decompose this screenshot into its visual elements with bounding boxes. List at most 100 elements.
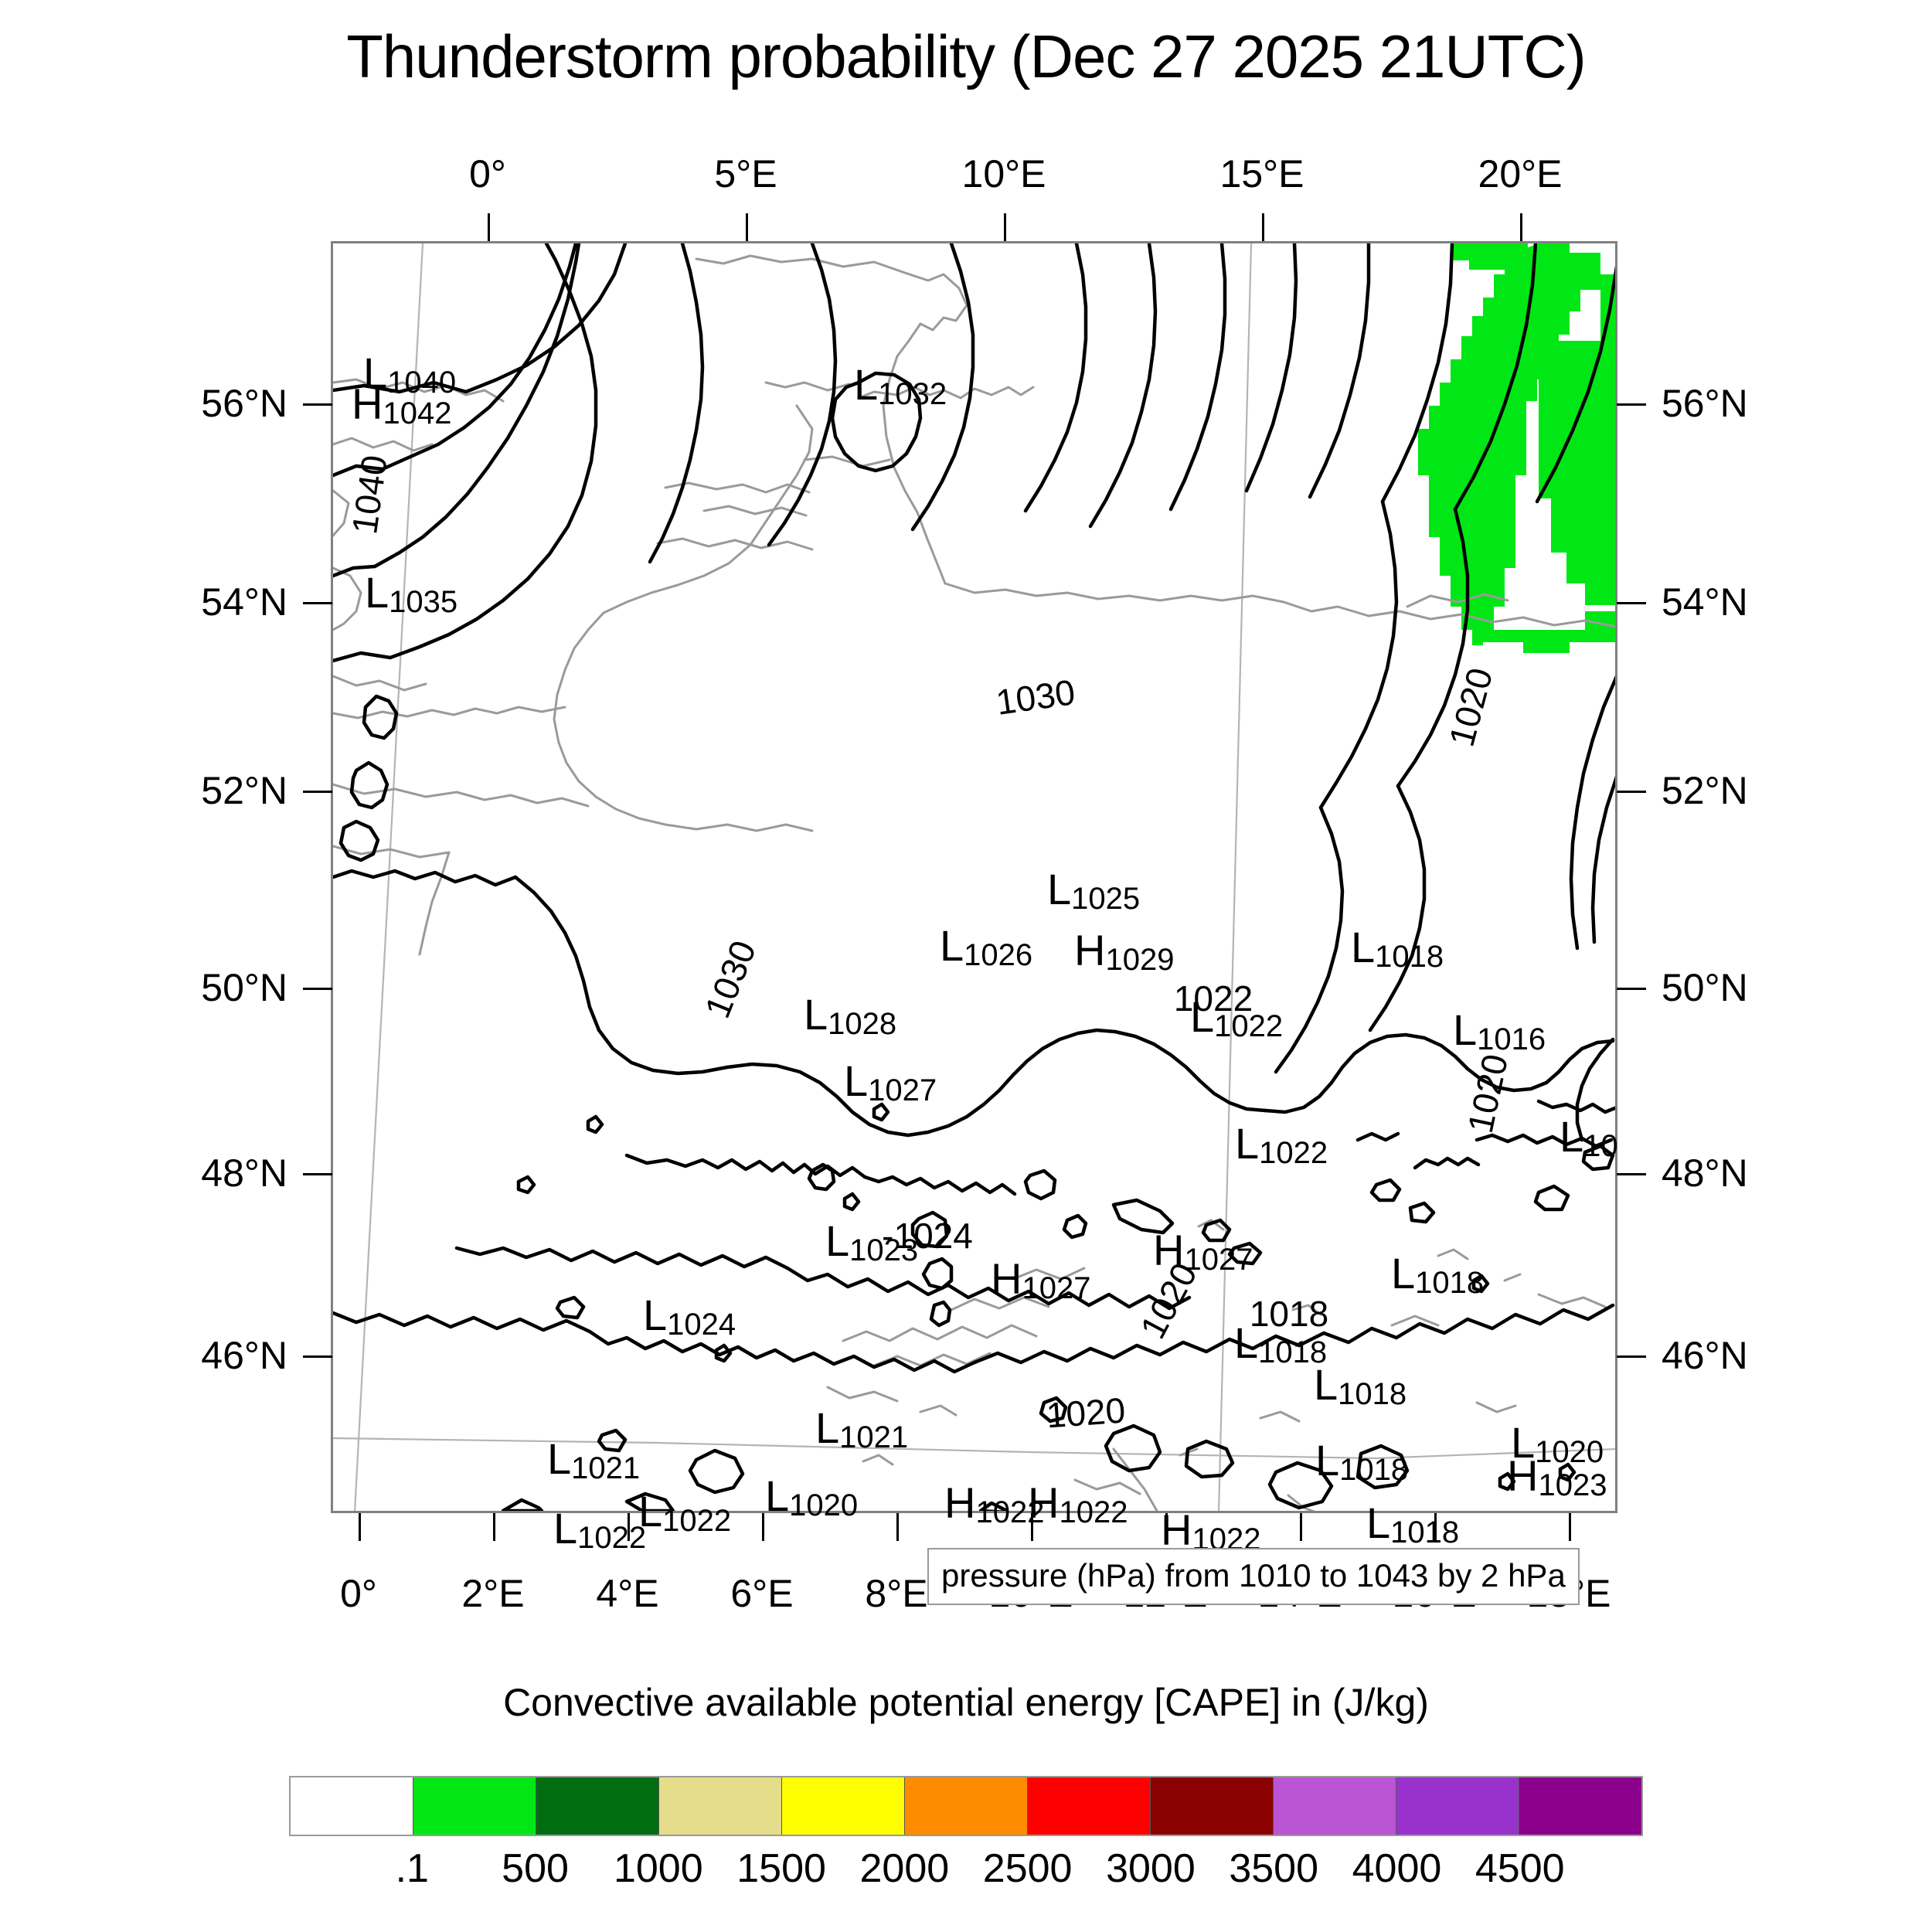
tick-top-1: [746, 213, 748, 241]
tick-bot-1: [493, 1513, 495, 1541]
tick-left-3: [303, 988, 332, 990]
pressure-marker-value: 1027: [868, 1073, 937, 1107]
pressure-marker-l-3: L1032: [854, 363, 947, 410]
pressure-marker-h-29: H1022: [1028, 1481, 1128, 1529]
colorbar-swatch-1[interactable]: [413, 1777, 536, 1835]
pressure-marker-type: L: [553, 1504, 578, 1553]
axis-label-top-4: 20°E: [1478, 152, 1563, 196]
pressure-marker-value: 1023: [1538, 1468, 1607, 1502]
pressure-marker-l-8: L1018: [1351, 926, 1444, 973]
pressure-marker-h-28: H1022: [944, 1481, 1044, 1529]
colorbar-swatch-0[interactable]: [291, 1777, 413, 1835]
tick-bot-6: [1165, 1513, 1168, 1541]
cape-colorbar[interactable]: [289, 1776, 1643, 1836]
pressure-marker-h-15: H1027: [1153, 1226, 1253, 1277]
pressure-legend-box: pressure (hPa) from 1010 to 1043 by 2 hP…: [927, 1548, 1580, 1605]
pressure-marker-l-14: L1023: [825, 1219, 918, 1267]
cape-colorbar-tick-labels: .1 500 1000 1500 2000 2500 3000 3500 4000 4500: [289, 1845, 1643, 1900]
pressure-marker-value: 1032: [878, 377, 947, 411]
pressure-marker-h-16: H1027: [991, 1257, 1090, 1304]
pressure-marker-l-18: L1024: [643, 1291, 736, 1342]
pressure-marker-value: 1018: [1415, 1266, 1485, 1300]
pressure-marker-type: L: [643, 1291, 668, 1339]
pressure-marker-l-10: L1022: [1190, 992, 1284, 1043]
pressure-marker-value: 1022: [1214, 1009, 1284, 1043]
green-cape-patch-lower: [1539, 341, 1615, 605]
tick-right-2: [1617, 791, 1646, 793]
contour-label-9: 1018: [1249, 1294, 1329, 1334]
pressure-marker-value: 1022: [577, 1521, 647, 1555]
tick-bot-4: [896, 1513, 899, 1541]
contour-label-7: -1024: [882, 1216, 973, 1256]
tick-right-1: [1617, 602, 1646, 604]
axis-label-left-4: 48°N: [201, 1151, 287, 1195]
pressure-marker-l-20: L1018: [1314, 1363, 1406, 1410]
tick-bot-3: [762, 1513, 764, 1541]
green-cape-patch: [1418, 243, 1615, 645]
green-cape-patch-tail: [1475, 611, 1615, 653]
pressure-marker-type: L: [1391, 1249, 1416, 1298]
pressure-marker-l-30: L1022: [553, 1504, 647, 1555]
pressure-marker-type: L: [854, 360, 879, 409]
pressure-marker-type: L: [940, 921, 964, 970]
pressure-marker-type: L: [815, 1403, 840, 1452]
pressure-marker-value: 1027: [1022, 1271, 1091, 1305]
axis-label-bottom-2: 4°E: [596, 1572, 659, 1615]
pressure-marker-l-11: L1027: [844, 1060, 937, 1107]
colorbar-swatch-5[interactable]: [904, 1777, 1027, 1835]
axis-label-right-3: 50°N: [1662, 966, 1748, 1009]
colorbar-swatch-7[interactable]: [1150, 1777, 1273, 1835]
pressure-marker-value: 10: [1583, 1129, 1618, 1163]
tick-bot-7: [1300, 1513, 1302, 1541]
pressure-marker-l-4: L1025: [1047, 868, 1141, 916]
axis-label-right-4: 48°N: [1662, 1151, 1748, 1195]
pressure-marker-type: H: [1153, 1226, 1185, 1274]
colorbar-swatch-9[interactable]: [1396, 1777, 1519, 1835]
pressure-marker-value: 1022: [662, 1504, 732, 1538]
pressure-marker-type: H: [1074, 926, 1106, 975]
colorbar-swatch-8[interactable]: [1273, 1777, 1396, 1835]
pressure-marker-l-22: L1020: [1511, 1421, 1604, 1468]
pressure-marker-type: L: [1190, 992, 1215, 1041]
weather-map-panel[interactable]: [331, 241, 1617, 1513]
pressure-marker-type: H: [352, 379, 383, 428]
colorbar-tick-9: 4500: [1475, 1846, 1565, 1891]
pressure-marker-value: 1028: [828, 1007, 897, 1041]
tick-right-4: [1617, 1173, 1646, 1175]
colorbar-swatch-3[interactable]: [658, 1777, 781, 1835]
contour-label-8: 1022: [1173, 978, 1253, 1019]
colorbar-swatch-4[interactable]: [781, 1777, 904, 1835]
pressure-marker-value: 1016: [1477, 1022, 1546, 1056]
pressure-marker-value: 1027: [1184, 1243, 1253, 1277]
axis-label-right-5: 46°N: [1662, 1334, 1748, 1377]
pressure-marker-value: 1025: [1071, 882, 1141, 916]
pressure-marker-value: 1020: [1535, 1435, 1604, 1469]
pressure-marker-h-6: H1029: [1074, 926, 1174, 976]
pressure-marker-type: H: [1507, 1451, 1539, 1500]
tick-right-3: [1617, 988, 1646, 990]
pressure-marker-value: 1026: [964, 938, 1033, 972]
tick-bot-5: [1031, 1513, 1033, 1541]
pressure-marker-type: L: [1234, 1318, 1259, 1367]
pressure-marker-type: L: [1366, 1498, 1391, 1547]
pressure-marker-type: L: [638, 1487, 663, 1536]
pressure-marker-value: 1018: [1339, 1453, 1409, 1487]
contour-label-6: 1020: [1045, 1389, 1127, 1436]
tick-top-0: [488, 213, 490, 241]
pressure-marker-value: 1021: [571, 1451, 641, 1485]
colorbar-tick-4: 2000: [859, 1846, 950, 1891]
colorbar-swatch-6[interactable]: [1027, 1777, 1150, 1835]
pressure-marker-value: 1024: [667, 1308, 736, 1342]
tick-top-4: [1520, 213, 1522, 241]
axis-label-right-2: 52°N: [1662, 769, 1748, 812]
colorbar-swatch-2[interactable]: [536, 1777, 658, 1835]
colorbar-tick-8: 4000: [1352, 1846, 1442, 1891]
tick-bot-2: [628, 1513, 630, 1541]
pressure-marker-value: 1040: [387, 366, 457, 400]
axis-label-left-1: 54°N: [201, 580, 287, 624]
pressure-marker-l-31: L1018: [1366, 1502, 1459, 1549]
colorbar-swatch-10[interactable]: [1519, 1777, 1641, 1835]
pressure-marker-l-0: L1040: [363, 352, 457, 400]
axis-label-top-2: 10°E: [961, 152, 1046, 196]
colorbar-tick-6: 3000: [1106, 1846, 1196, 1891]
